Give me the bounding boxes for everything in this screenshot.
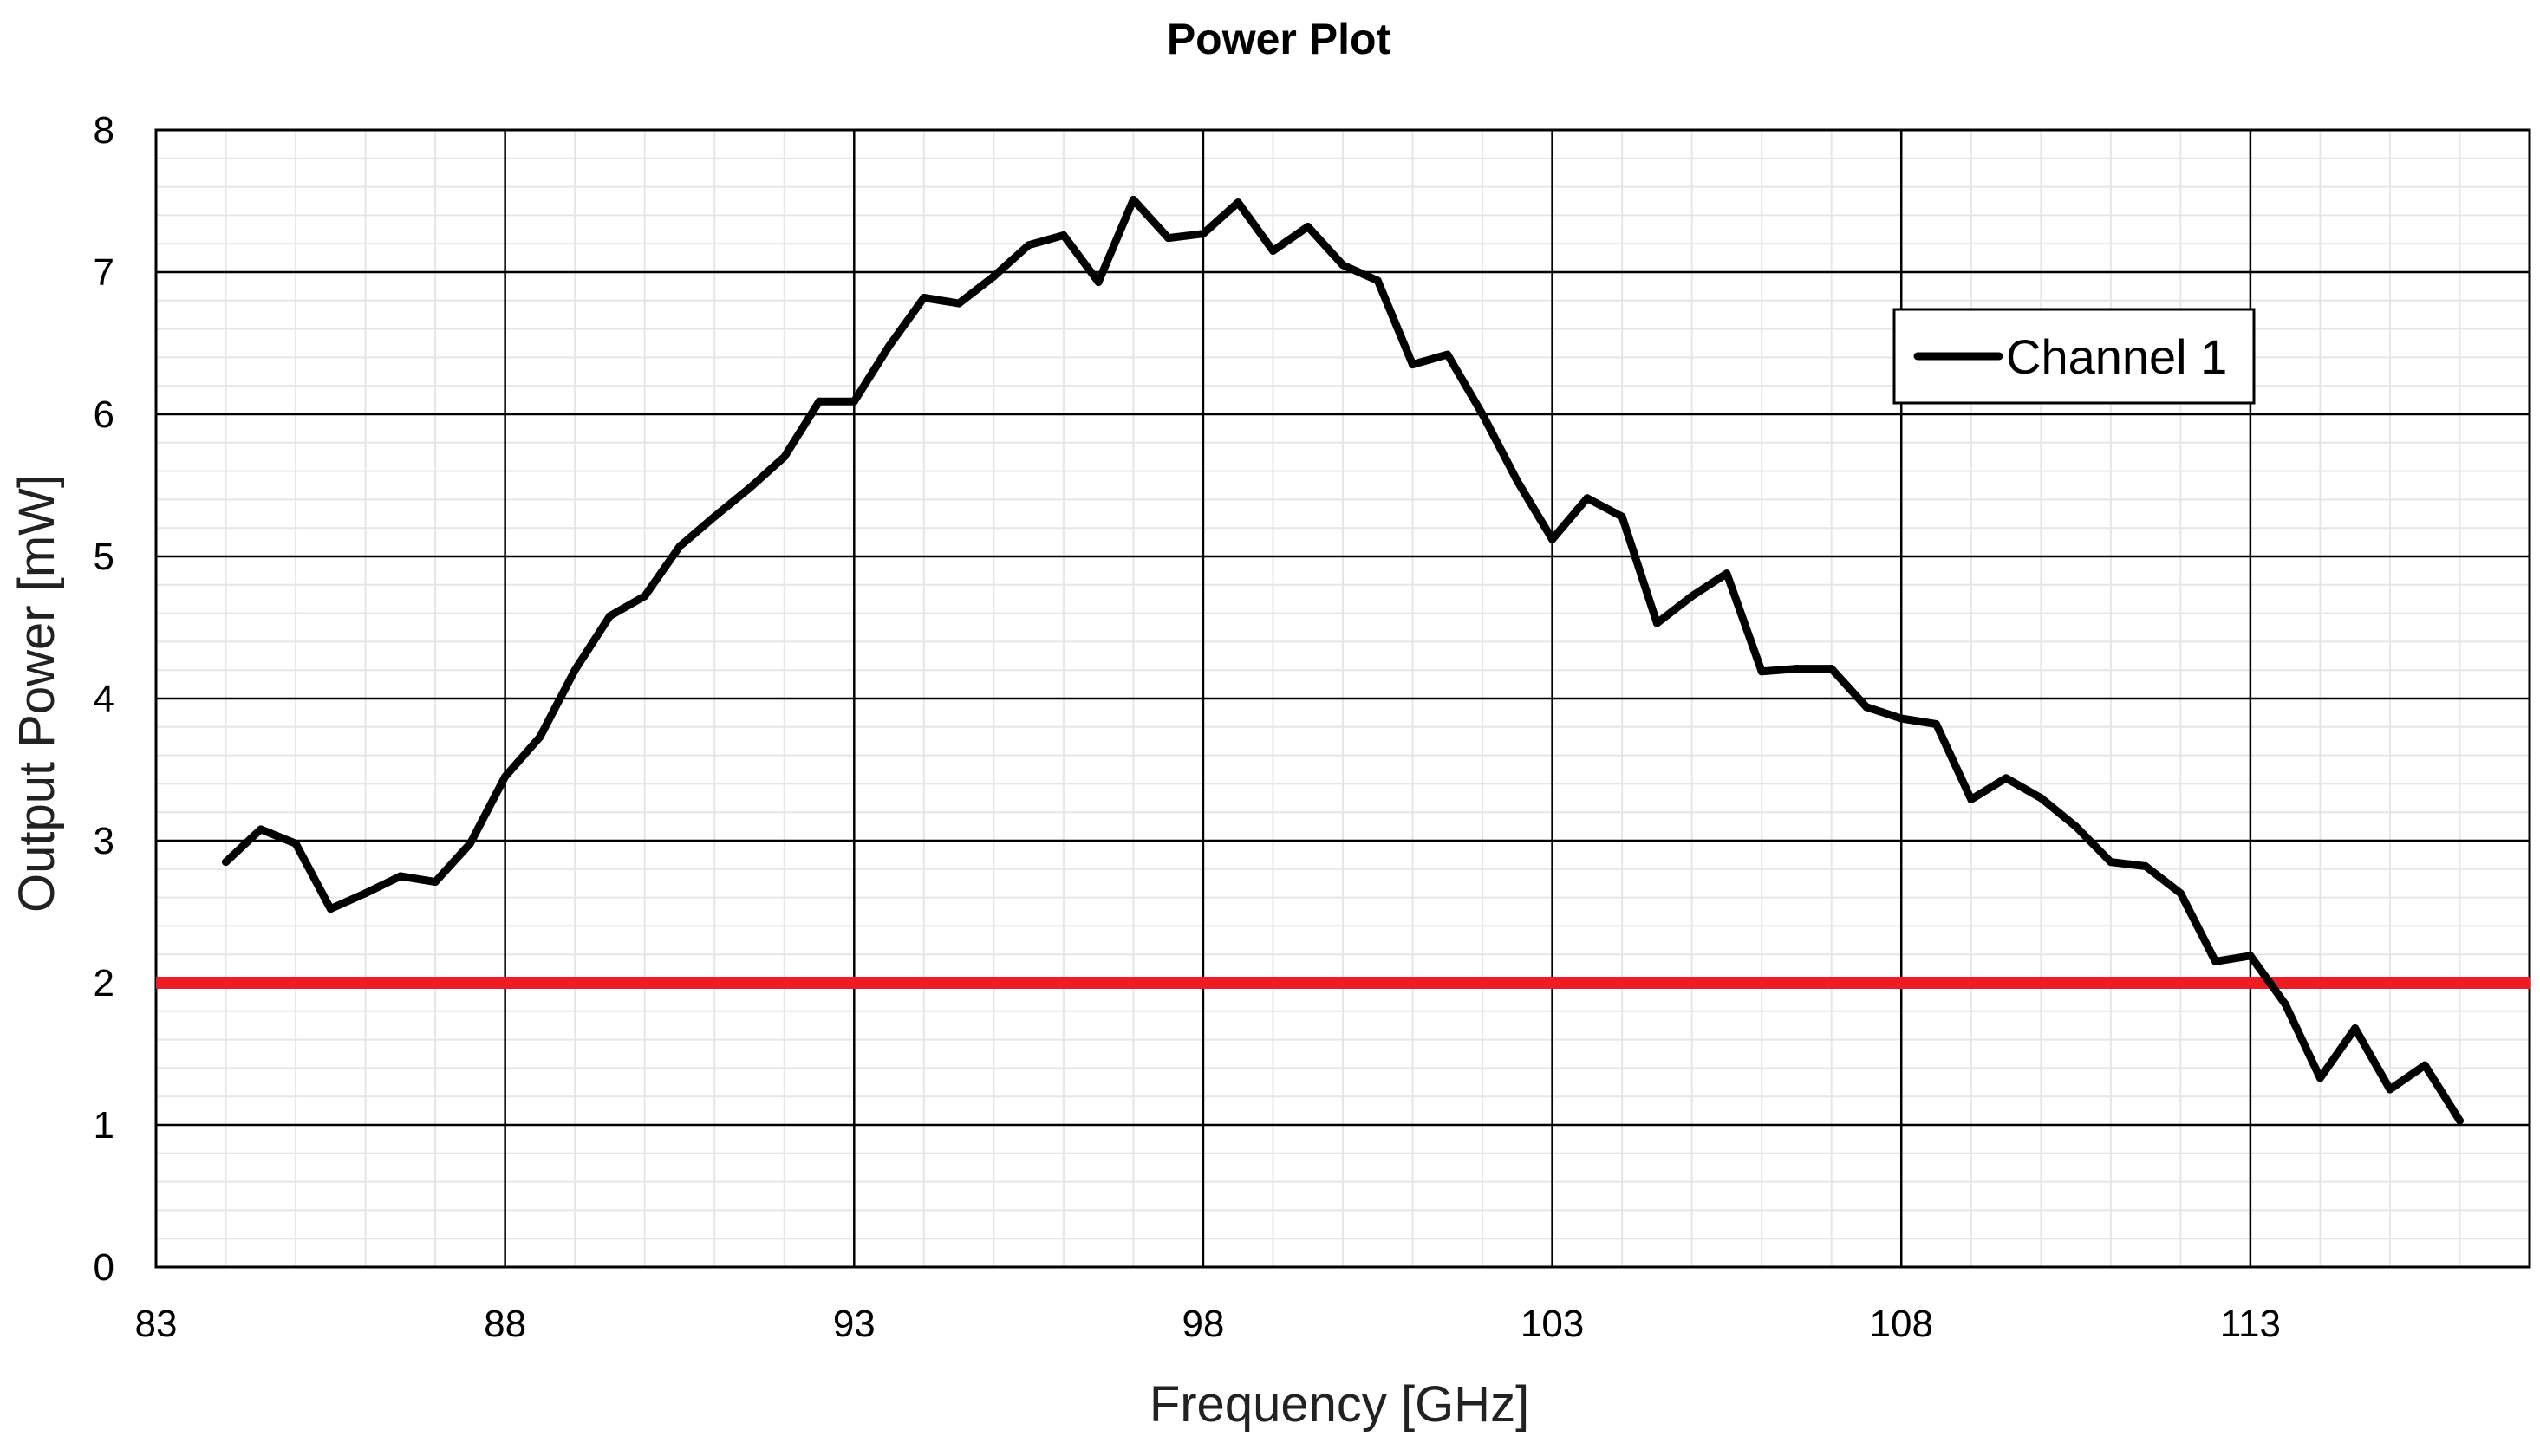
data-point <box>2036 794 2045 803</box>
data-point <box>850 397 858 406</box>
data-point <box>536 732 544 741</box>
data-point <box>1129 195 1137 204</box>
data-point <box>1897 714 1905 723</box>
data-point <box>2351 1024 2360 1032</box>
x-tick-label: 88 <box>484 1303 526 1345</box>
data-point <box>361 889 370 898</box>
y-tick-label: 6 <box>94 393 114 436</box>
y-tick-label: 7 <box>94 251 114 294</box>
data-point <box>2386 1085 2394 1094</box>
data-point <box>222 858 231 867</box>
data-point <box>2246 952 2255 960</box>
data-point <box>2281 1000 2289 1009</box>
x-tick-label: 98 <box>1182 1303 1224 1345</box>
data-point <box>1583 494 1592 503</box>
x-tick-label: 113 <box>2220 1303 2281 1345</box>
data-point <box>1932 720 1940 729</box>
data-point <box>1618 512 1626 521</box>
data-point <box>1373 276 1382 285</box>
data-point <box>1967 795 1976 803</box>
chart-title: Power Plot <box>1167 15 1391 63</box>
data-point <box>501 772 510 781</box>
data-point <box>326 905 335 913</box>
data-point <box>291 839 300 848</box>
data-point <box>1757 667 1766 676</box>
data-point <box>1164 234 1173 243</box>
data-point <box>815 397 824 406</box>
data-point <box>1025 241 1033 250</box>
data-point <box>396 872 405 881</box>
y-tick-label: 5 <box>94 536 114 578</box>
data-point <box>1827 665 1836 673</box>
data-point <box>1652 619 1661 627</box>
x-tick-label: 93 <box>833 1303 876 1345</box>
data-point <box>920 294 928 302</box>
data-point <box>675 543 684 551</box>
data-point <box>2141 862 2150 871</box>
data-point <box>1338 261 1347 270</box>
y-axis-ticks: 0 1 2 3 4 5 6 7 8 <box>94 109 114 1289</box>
y-tick-label: 2 <box>94 962 114 1004</box>
x-axis-ticks: 83 88 93 98 103 108 113 <box>135 1303 2281 1345</box>
data-point <box>257 825 265 834</box>
data-point <box>2072 822 2081 831</box>
data-point <box>1199 230 1208 238</box>
data-point <box>2107 858 2115 867</box>
data-point <box>2002 774 2010 783</box>
data-point <box>1548 535 1557 543</box>
data-point <box>1478 410 1487 419</box>
x-tick-label: 108 <box>1870 1303 1933 1345</box>
data-point <box>780 452 789 461</box>
data-point <box>885 341 894 350</box>
series-layer <box>222 195 2464 1125</box>
data-point <box>2176 889 2185 898</box>
data-point <box>641 592 649 601</box>
data-point <box>1688 592 1697 601</box>
data-point <box>1723 569 1731 578</box>
data-point <box>431 878 440 887</box>
data-point <box>1304 223 1312 231</box>
data-point <box>710 512 719 521</box>
data-point <box>1409 361 1417 369</box>
x-tick-label: 103 <box>1521 1303 1584 1345</box>
x-axis-label: Frequency [GHz] <box>1150 1376 1529 1433</box>
data-point <box>954 299 963 308</box>
data-point <box>1059 231 1068 239</box>
x-tick-label: 83 <box>135 1303 178 1345</box>
data-point <box>2211 957 2220 965</box>
data-point <box>1268 246 1277 255</box>
y-tick-label: 0 <box>94 1246 114 1289</box>
y-axis-label: Output Power [mW] <box>9 474 65 913</box>
y-tick-label: 8 <box>94 109 114 152</box>
data-point <box>989 272 998 281</box>
data-point <box>746 484 753 492</box>
data-point <box>1094 277 1103 286</box>
legend-label-channel-1: Channel 1 <box>2006 329 2227 384</box>
plot-area <box>154 128 2531 1269</box>
y-tick-label: 3 <box>94 820 114 862</box>
data-point <box>2420 1061 2429 1069</box>
data-point <box>1234 198 1242 207</box>
data-point <box>570 666 579 674</box>
data-point <box>1443 350 1452 359</box>
legend: Channel 1 <box>1892 308 2256 405</box>
data-point <box>1792 665 1801 673</box>
data-point <box>1513 477 1521 485</box>
data-point <box>466 839 474 848</box>
data-point <box>2455 1116 2464 1125</box>
y-tick-label: 4 <box>94 678 114 720</box>
data-point <box>1862 703 1871 712</box>
data-point <box>605 612 614 621</box>
y-tick-label: 1 <box>94 1104 114 1147</box>
data-point <box>2315 1074 2324 1082</box>
